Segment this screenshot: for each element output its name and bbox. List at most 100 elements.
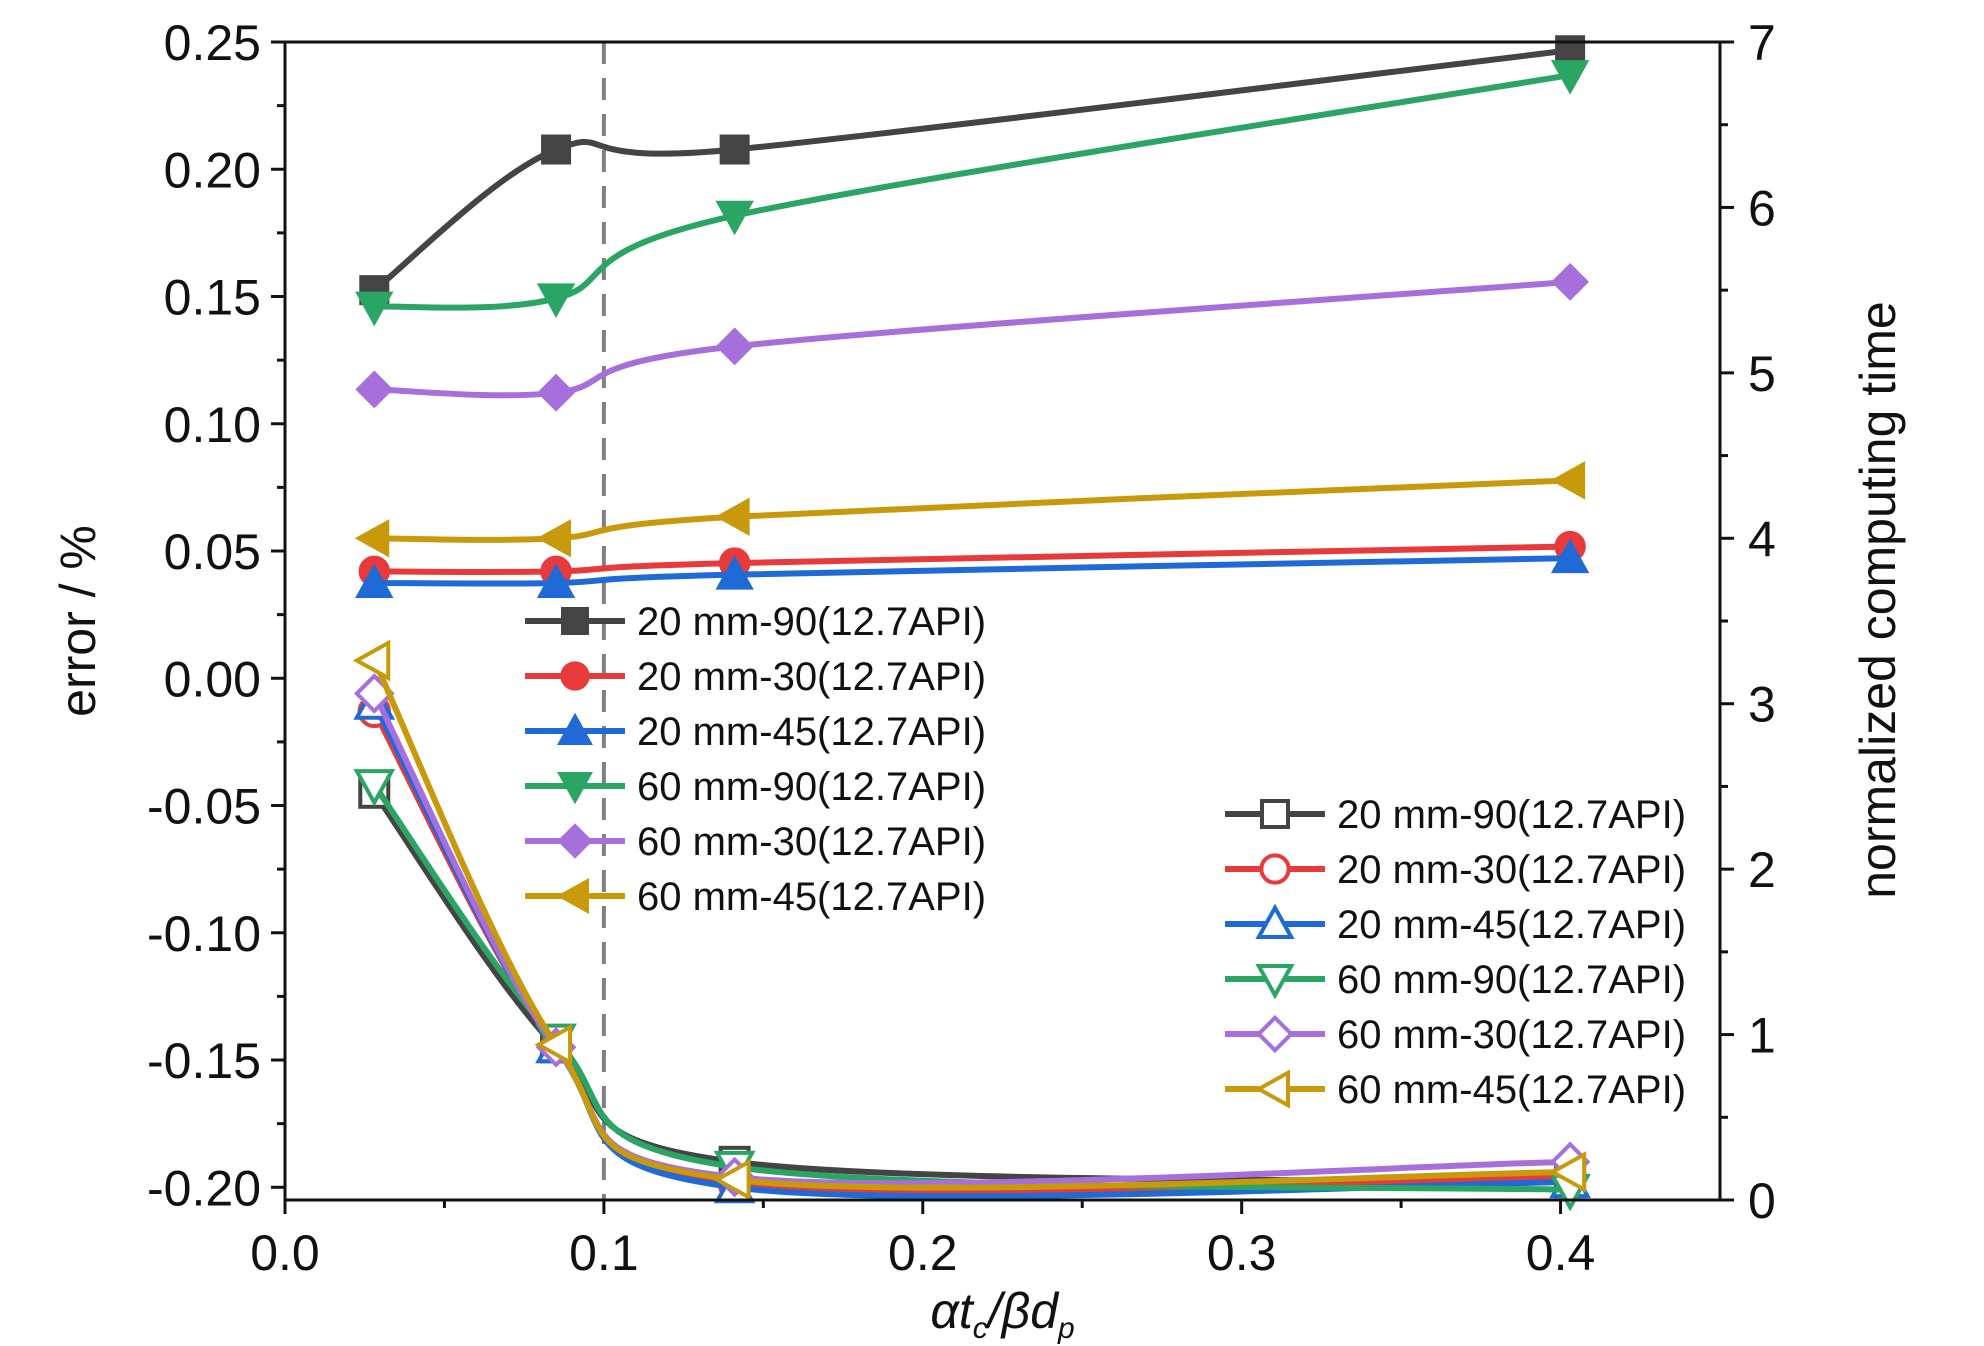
y-right-tick-label: 0: [1748, 1173, 1776, 1229]
series-11: [352, 639, 1587, 1201]
x-tick-label: 0.0: [250, 1225, 320, 1281]
y-right-tick-label: 7: [1748, 15, 1776, 71]
legend-label: 20 mm-90(12.7API): [1337, 793, 1686, 837]
legend-swatch-marker: [1255, 1014, 1295, 1054]
legend-label: 60 mm-45(12.7API): [1337, 1068, 1686, 1112]
legend-swatch-marker: [561, 607, 589, 635]
y-left-tick-label: 0.10: [164, 397, 261, 453]
data-point: [715, 497, 750, 536]
legend-bottom-right: 20 mm-90(12.7API) 20 mm-30(12.7API) 20 mm-…: [1225, 793, 1686, 1112]
data-point: [1550, 461, 1586, 500]
series-line: [371, 278, 1574, 399]
legend-item: 60 mm-30(12.7API): [1225, 1013, 1686, 1057]
data-point: [536, 283, 576, 318]
y-right-tick-label: 4: [1748, 511, 1776, 567]
y-left-tick-label: 0.20: [164, 142, 261, 198]
x-axis-title-sub: p: [1057, 1312, 1075, 1345]
y-left-tick-label: 0.00: [164, 651, 261, 707]
legend-layer: 20 mm-90(12.7API) 20 mm-30(12.7API) 20 mm-…: [525, 600, 1686, 1112]
y-right-tick-label: 3: [1748, 677, 1776, 733]
x-tick-label: 0.4: [1526, 1225, 1596, 1281]
data-point: [355, 563, 394, 598]
data-point: [715, 555, 754, 590]
series-5: [354, 461, 1586, 558]
y-left-tick-label: 0.25: [164, 15, 261, 71]
legend-item: 60 mm-30(12.7API): [525, 820, 986, 864]
data-point: [534, 1023, 573, 1066]
legend-item: 60 mm-90(12.7API): [525, 765, 986, 809]
legend-label: 60 mm-30(12.7API): [1337, 1013, 1686, 1057]
data-point: [537, 373, 575, 412]
data-point: [352, 639, 391, 682]
legend-swatch-marker: [1260, 799, 1290, 829]
axes-layer: 0.0 0.1 0.2 0.3 0.4 0.25 0.20 0.15 0.10 0.05 0.00 -…: [50, 15, 1906, 1345]
legend-label: 60 mm-30(12.7API): [637, 820, 986, 864]
y-left-tick-label: -0.20: [147, 1160, 261, 1216]
legend-swatch-marker: [1255, 964, 1295, 1000]
series-line: [371, 657, 1574, 1191]
series-0: [359, 35, 1586, 306]
y-left-tick-label: 0.05: [164, 524, 261, 580]
data-point: [1551, 262, 1590, 301]
legend-item: 20 mm-90(12.7API): [1225, 793, 1686, 837]
legend-label: 60 mm-90(12.7API): [637, 765, 986, 809]
x-axis-title-sub: c: [973, 1312, 988, 1345]
data-point: [354, 519, 390, 558]
y-right-tick-label: 5: [1748, 346, 1776, 402]
legend-label: 60 mm-45(12.7API): [637, 875, 986, 919]
series-2: [355, 538, 1590, 598]
x-axis-title-part: /βd: [985, 1283, 1060, 1339]
data-point: [1548, 1151, 1587, 1193]
x-tick-label: 0.3: [1207, 1225, 1277, 1281]
data-point: [715, 200, 754, 236]
x-tick-label: 0.1: [569, 1225, 639, 1281]
data-point: [353, 769, 396, 807]
legend-label: 20 mm-30(12.7API): [1337, 848, 1686, 892]
legend-item: 20 mm-30(12.7API): [525, 655, 986, 699]
legend-swatch-marker: [557, 823, 593, 859]
y-left-tick-label: 0.15: [164, 270, 261, 326]
legend-item: 20 mm-30(12.7API): [1225, 848, 1686, 892]
series-4: [355, 262, 1590, 412]
y-left-axis-title: error / %: [50, 525, 106, 717]
data-point: [355, 370, 394, 409]
legend-item: 60 mm-45(12.7API): [525, 875, 986, 919]
legend-swatch-marker: [557, 772, 593, 805]
x-axis-title: αtc/βdp: [930, 1283, 1074, 1345]
y-right-tick-label: 1: [1748, 1008, 1776, 1064]
data-point: [355, 291, 394, 327]
data-point: [1550, 538, 1590, 574]
data-point: [541, 134, 572, 165]
x-tick-label: 0.2: [888, 1225, 958, 1281]
legend-item: 20 mm-45(12.7API): [1225, 903, 1686, 947]
legend-label: 20 mm-45(12.7API): [1337, 903, 1686, 947]
data-point: [1550, 60, 1590, 95]
legend-item: 20 mm-90(12.7API): [525, 600, 986, 644]
data-point: [536, 563, 576, 598]
legend-swatch-marker: [557, 712, 593, 745]
legend-label: 60 mm-90(12.7API): [1337, 958, 1686, 1002]
y-left-tick-label: -0.05: [147, 779, 261, 835]
legend-swatch-marker: [1255, 903, 1295, 939]
legend-item: 20 mm-45(12.7API): [525, 710, 986, 754]
series-layer: [352, 35, 1592, 1212]
series-line: [371, 72, 1574, 311]
y-right-tick-label: 6: [1748, 180, 1776, 236]
data-point: [715, 327, 754, 366]
y-right-tick-label: 2: [1748, 842, 1776, 898]
data-point: [1555, 35, 1586, 66]
data-point: [713, 1158, 751, 1201]
y-left-tick-label: -0.15: [147, 1033, 261, 1089]
legend-swatch-marker: [560, 661, 590, 691]
y-right-axis-title: normalized computing time: [1850, 301, 1906, 899]
legend-item: 60 mm-45(12.7API): [1225, 1068, 1686, 1112]
y-left-tick-label: -0.10: [147, 906, 261, 962]
series-3: [355, 60, 1590, 327]
legend-item: 60 mm-90(12.7API): [1225, 958, 1686, 1002]
data-point: [536, 519, 572, 558]
series-line: [371, 543, 1574, 575]
legend-swatch-marker: [1259, 853, 1291, 885]
series-line: [371, 47, 1574, 294]
legend-center: 20 mm-90(12.7API) 20 mm-30(12.7API) 20 mm-…: [525, 600, 986, 919]
